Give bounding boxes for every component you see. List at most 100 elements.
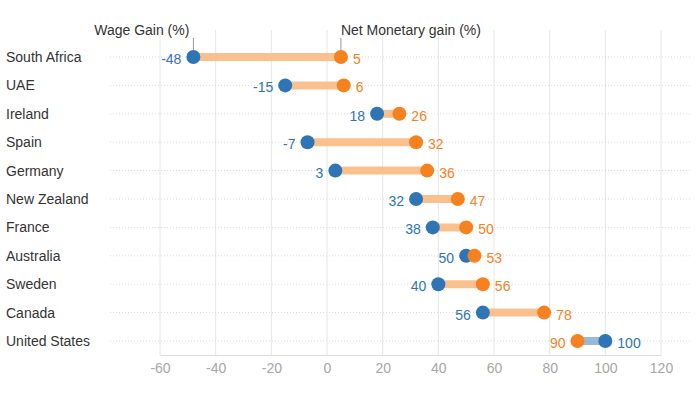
dot — [420, 164, 434, 178]
category-label: Sweden — [6, 276, 57, 292]
data-label: 78 — [556, 307, 572, 323]
row-line — [110, 170, 690, 171]
dot — [476, 277, 490, 291]
tick-label: 100 — [594, 360, 618, 376]
tick-label: 40 — [431, 360, 447, 376]
category-label: United States — [6, 333, 90, 349]
grid-line — [605, 30, 606, 355]
data-label: 50 — [478, 221, 494, 237]
data-label: 38 — [405, 221, 421, 237]
row-line — [110, 227, 690, 228]
grid — [160, 30, 661, 355]
data-label: 26 — [411, 108, 427, 124]
dot — [476, 306, 490, 320]
category-label: South Africa — [6, 49, 82, 65]
tick: 60 — [487, 355, 503, 376]
x-axis: -60 -40 -20 0 20 40 60 80 100 120 — [150, 355, 673, 376]
data-label: 50 — [439, 250, 455, 266]
dot — [598, 334, 612, 348]
tick-label: -40 — [206, 360, 226, 376]
dot — [409, 192, 423, 206]
connector — [193, 53, 341, 61]
grid-line — [549, 30, 550, 355]
category-label: Spain — [6, 134, 42, 150]
tick: -40 — [206, 355, 226, 376]
connector — [335, 167, 427, 175]
dot — [328, 164, 342, 178]
row-line — [110, 142, 690, 143]
dot — [278, 78, 292, 92]
grid-line — [327, 30, 328, 355]
grid-line — [160, 30, 161, 355]
data-label: 56 — [455, 307, 471, 323]
data-label: 53 — [487, 250, 503, 266]
tick-label: -20 — [262, 360, 282, 376]
data-label: 36 — [439, 165, 455, 181]
grid-line — [661, 30, 662, 355]
data-label: 56 — [495, 278, 511, 294]
data-label: 90 — [550, 335, 566, 351]
data-label: 3 — [316, 165, 324, 181]
data-labels: -48-1518-7332385040561005626323647505356… — [161, 51, 641, 351]
grid-line — [382, 30, 383, 355]
data-label: -7 — [283, 136, 296, 152]
dot — [468, 249, 482, 263]
tick: 80 — [542, 355, 558, 376]
dot — [571, 334, 585, 348]
row-line — [110, 312, 690, 313]
tick: 100 — [594, 355, 618, 376]
legend-label: Net Monetary gain (%) — [341, 22, 481, 38]
data-label: 47 — [470, 193, 486, 209]
data-label: 40 — [411, 278, 427, 294]
tick: 20 — [375, 355, 391, 376]
row-line — [110, 284, 690, 285]
tick: 0 — [324, 355, 332, 376]
legend-label: Wage Gain (%) — [94, 22, 189, 38]
legend: Wage Gain (%) Net Monetary gain (%) — [94, 22, 481, 50]
row-lines — [110, 57, 690, 341]
tick: -60 — [150, 355, 170, 376]
category-label: Germany — [6, 163, 64, 179]
axis-line — [161, 355, 662, 356]
category-label: Ireland — [6, 106, 49, 122]
marks — [186, 50, 612, 348]
category-label: New Zealand — [6, 191, 89, 207]
connector — [483, 309, 544, 317]
tick-label: 120 — [650, 360, 674, 376]
dot — [451, 192, 465, 206]
grid-line — [215, 30, 216, 355]
connector — [285, 81, 343, 89]
dot — [337, 78, 351, 92]
category-label: UAE — [6, 77, 35, 93]
dot — [370, 107, 384, 121]
chart-svg: -60 -40 -20 0 20 40 60 80 100 120 South Africa UAE I… — [0, 0, 700, 393]
chart-container: -60 -40 -20 0 20 40 60 80 100 120 South Africa UAE I… — [0, 0, 700, 393]
row-line — [110, 255, 690, 256]
tick: 40 — [431, 355, 447, 376]
grid-line — [494, 30, 495, 355]
category-labels: South Africa UAE Ireland Spain Germany New Ze… — [6, 49, 90, 349]
connector — [308, 138, 417, 146]
tick-label: 60 — [487, 360, 503, 376]
dot — [334, 50, 348, 64]
dot — [537, 306, 551, 320]
data-label: -15 — [253, 79, 273, 95]
dot — [186, 50, 200, 64]
data-label: 32 — [388, 193, 404, 209]
data-label: 6 — [356, 79, 364, 95]
category-label: Canada — [6, 305, 55, 321]
data-label: 32 — [428, 136, 444, 152]
category-label: Australia — [6, 248, 61, 264]
dot — [301, 135, 315, 149]
tick-label: 20 — [375, 360, 391, 376]
tick-label: 0 — [324, 360, 332, 376]
dot — [459, 220, 473, 234]
data-label: 18 — [350, 108, 366, 124]
tick-label: -60 — [150, 360, 170, 376]
dot — [409, 135, 423, 149]
data-label: -48 — [161, 51, 181, 67]
tick: 120 — [650, 355, 674, 376]
grid-line — [438, 30, 439, 355]
category-label: France — [6, 219, 50, 235]
dot — [431, 277, 445, 291]
